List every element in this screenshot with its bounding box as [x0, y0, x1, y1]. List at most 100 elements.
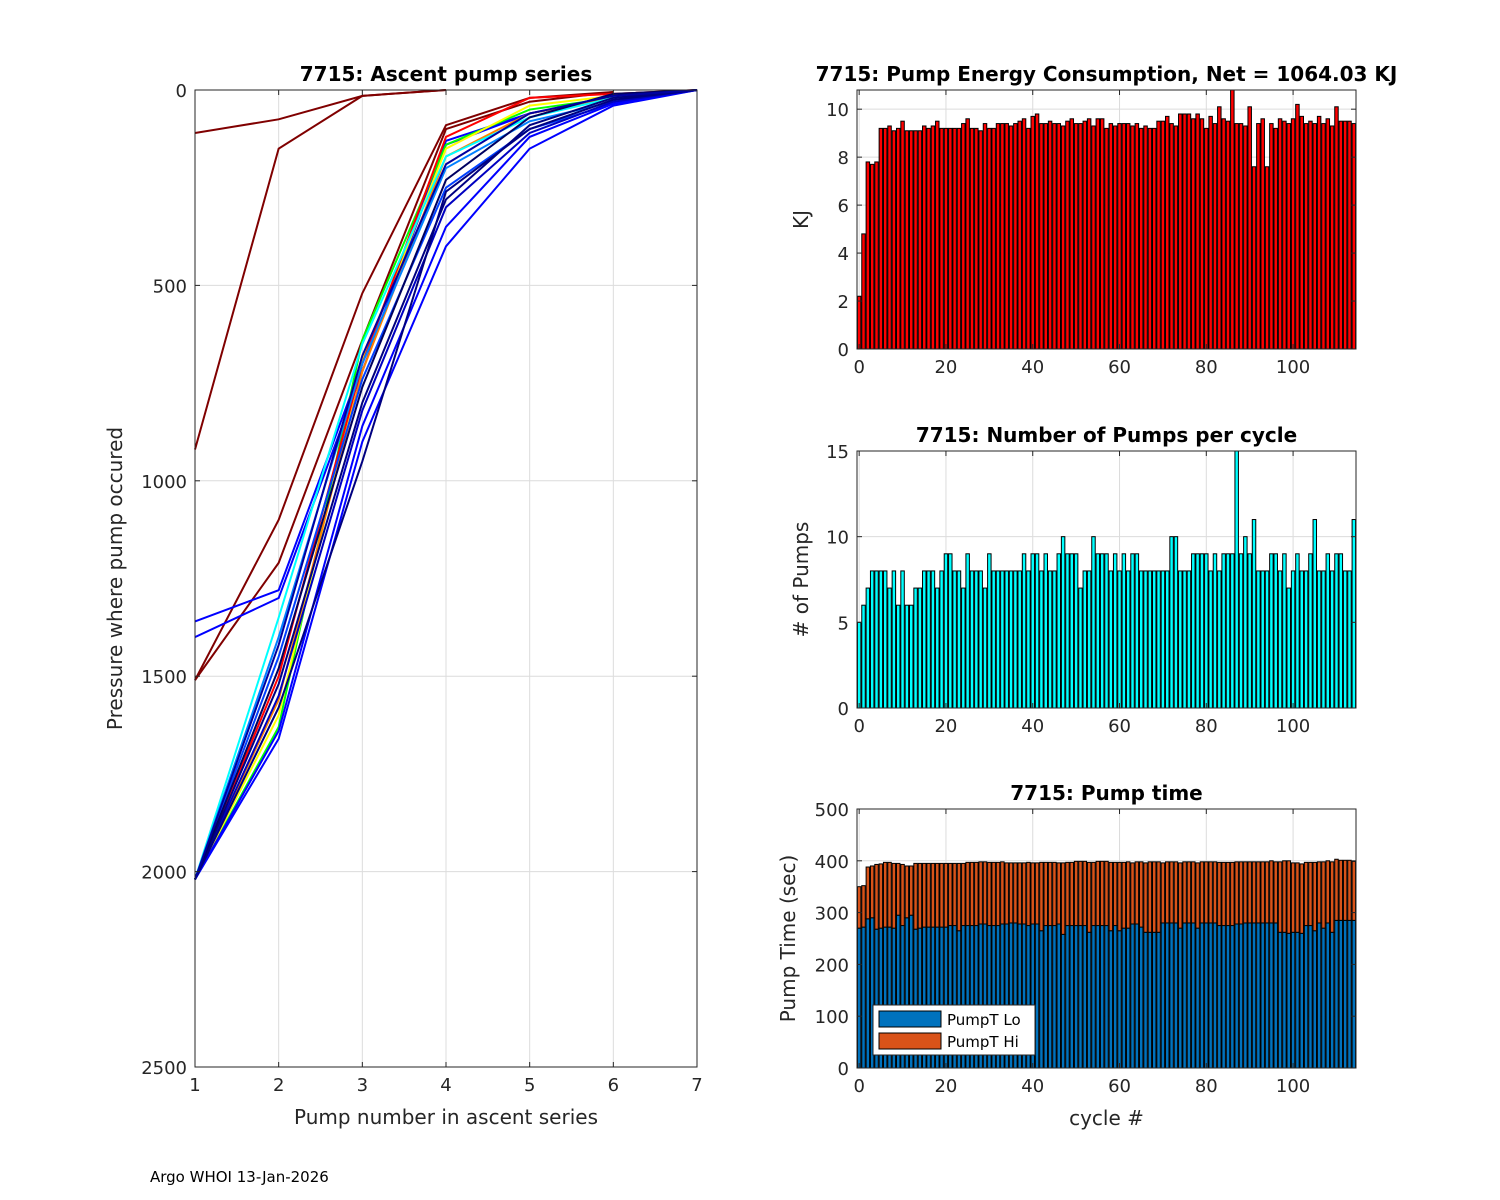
stacked-bar-segment — [1082, 925, 1088, 1069]
bar — [1117, 570, 1122, 709]
bar — [1004, 123, 1009, 350]
y-tick-label: 0 — [838, 1059, 849, 1080]
bar — [1316, 115, 1322, 350]
stacked-bar-segment — [1173, 861, 1179, 924]
bar — [1151, 570, 1157, 709]
stacked-bar-segment — [1052, 861, 1057, 927]
bar — [974, 127, 979, 350]
stacked-bar-segment — [1247, 922, 1252, 1069]
bar — [952, 127, 957, 350]
stacked-bar-segment — [1303, 925, 1309, 1069]
y-tick-label: 0 — [838, 340, 849, 361]
bar — [1173, 125, 1179, 350]
bar — [1130, 125, 1135, 350]
bar — [1052, 123, 1057, 350]
stacked-bar-segment — [1043, 925, 1048, 1069]
bar — [1342, 120, 1348, 350]
bar — [1060, 125, 1066, 350]
bar — [965, 118, 970, 350]
bar — [1078, 587, 1083, 709]
stacked-bar-segment — [1290, 862, 1296, 933]
stacked-bar-segment — [1056, 923, 1062, 1069]
stacked-bar-segment — [882, 861, 888, 928]
stacked-bar-segment — [1086, 861, 1092, 933]
axes-box — [856, 450, 1357, 709]
bar — [1230, 89, 1235, 350]
bar — [987, 127, 992, 350]
x-tick-label: 7 — [691, 1075, 702, 1096]
pump-energy-axes: 0 20 40 60 80 100 0 2 4 6 8 10 7715: Pump Energy Con… — [789, 62, 1397, 378]
stacked-bar-segment — [1217, 925, 1222, 1069]
stacked-bar-segment — [1125, 927, 1131, 1069]
stacked-bar-segment — [939, 862, 944, 928]
stacked-bar-segment — [1026, 861, 1031, 927]
stacked-bar-segment — [965, 861, 970, 927]
x-axis-label: cycle # — [1069, 1106, 1144, 1130]
bar — [1186, 570, 1192, 709]
stacked-bar-segment — [1034, 923, 1040, 1069]
stacked-bar-segment — [1069, 925, 1075, 1069]
stacked-bar-segment — [1065, 925, 1070, 1069]
bar — [1277, 570, 1283, 709]
stacked-bar-segment — [1121, 927, 1127, 1069]
stacked-bar-segment — [1269, 922, 1274, 1069]
bar — [982, 587, 988, 709]
stacked-bar-segment — [1017, 862, 1022, 925]
bar — [1321, 123, 1326, 350]
x-tick-label: 5 — [524, 1075, 535, 1096]
bar — [882, 127, 888, 350]
bar — [922, 570, 927, 709]
legend: PumpT Lo PumpT Hi — [872, 1004, 1036, 1056]
bar — [1086, 118, 1092, 350]
bar — [995, 570, 1001, 709]
stacked-bar-segment — [1151, 861, 1157, 933]
stacked-bar-segment — [1060, 862, 1066, 935]
bar — [1208, 115, 1213, 350]
x-tick-label: 0 — [853, 357, 864, 378]
stacked-bar-segment — [930, 862, 936, 928]
bar — [1316, 570, 1322, 709]
stacked-bar-segment — [1078, 925, 1083, 1069]
bar — [887, 125, 892, 350]
bar — [1178, 570, 1183, 709]
x-tick-label: 1 — [189, 1075, 200, 1096]
stacked-bar-segment — [995, 861, 1001, 927]
bar — [1000, 570, 1005, 709]
stacked-bar-segment — [1104, 925, 1109, 1069]
pump-series-line — [194, 89, 698, 880]
bar — [926, 127, 931, 350]
bar — [1008, 125, 1014, 350]
bar — [1143, 125, 1148, 350]
bar — [1047, 570, 1053, 709]
bar — [856, 621, 862, 709]
stacked-bar-segment — [1234, 923, 1239, 1069]
y-tick-label: 10 — [826, 528, 849, 549]
stacked-bar-segment — [974, 861, 979, 927]
bar — [1251, 519, 1257, 709]
bar — [1308, 120, 1313, 350]
bar — [1069, 553, 1075, 709]
y-tick-label: 1500 — [141, 667, 187, 688]
bar — [1238, 123, 1244, 350]
pump-time-axes: 0 20 40 60 80 100 0 100 200 300 400 500 7715: Pump t… — [776, 781, 1357, 1130]
stacked-bar-segment — [1138, 926, 1144, 1069]
stacked-bar-segment — [1286, 932, 1291, 1069]
stacked-bar-segment — [1221, 925, 1226, 1069]
y-tick-label: 200 — [815, 955, 849, 976]
stacked-bar-segment — [1269, 860, 1274, 924]
bar — [1125, 123, 1131, 350]
stacked-bar-segment — [1073, 925, 1079, 1069]
stacked-bar-segment — [1108, 861, 1114, 932]
y-tick-label: 0 — [176, 81, 187, 102]
stacked-bar-segment — [1338, 919, 1344, 1069]
stacked-bar-segment — [1134, 923, 1140, 1069]
bar — [1095, 118, 1101, 350]
bar — [865, 161, 871, 350]
bar — [1273, 553, 1278, 709]
legend-label: PumpT Lo — [947, 1011, 1021, 1029]
stacked-bar-segment — [1238, 923, 1244, 1069]
bar — [1191, 118, 1196, 350]
bar — [1117, 123, 1122, 350]
stacked-bar-segment — [1091, 925, 1096, 1069]
